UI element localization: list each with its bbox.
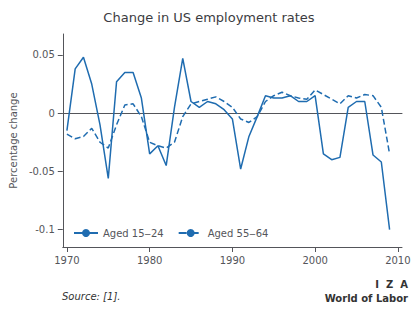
svg-text:I Z A: I Z A bbox=[375, 279, 408, 290]
svg-text:Source: [1].: Source: [1]. bbox=[62, 291, 120, 302]
svg-text:1990: 1990 bbox=[220, 255, 245, 266]
svg-text:Change in US employment rates: Change in US employment rates bbox=[103, 10, 314, 25]
svg-text:0: 0 bbox=[48, 108, 54, 119]
svg-text:Aged 55‒64: Aged 55‒64 bbox=[208, 228, 269, 239]
svg-text:-0.1: -0.1 bbox=[35, 224, 55, 235]
svg-text:0.05: 0.05 bbox=[33, 49, 55, 60]
svg-text:Percentage change: Percentage change bbox=[8, 92, 19, 188]
svg-text:1980: 1980 bbox=[137, 255, 162, 266]
svg-text:Aged 15‒24: Aged 15‒24 bbox=[103, 228, 164, 239]
svg-text:World of Labor: World of Labor bbox=[325, 293, 408, 304]
svg-text:1970: 1970 bbox=[54, 255, 79, 266]
svg-text:-0.05: -0.05 bbox=[29, 166, 55, 177]
svg-text:2010: 2010 bbox=[385, 255, 410, 266]
svg-text:2000: 2000 bbox=[302, 255, 327, 266]
